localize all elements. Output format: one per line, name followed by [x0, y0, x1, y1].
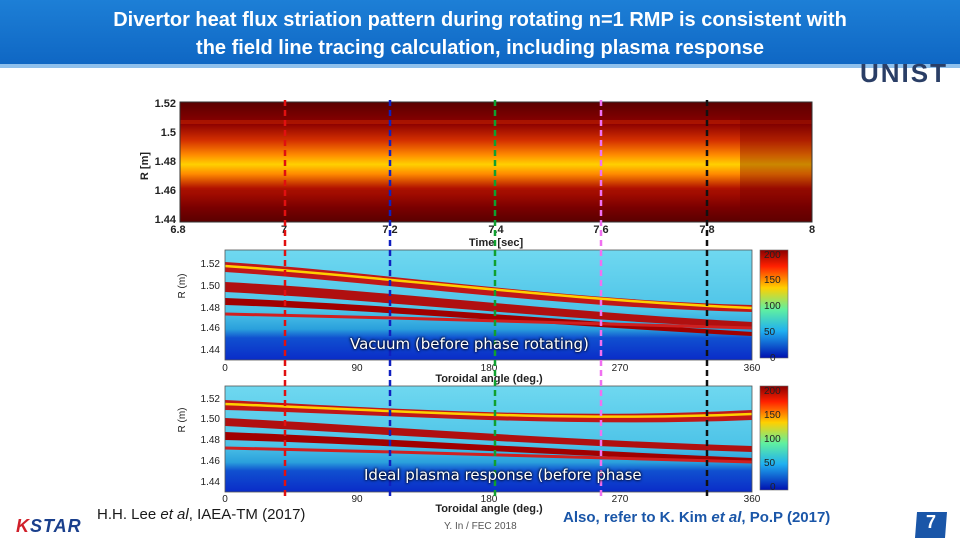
top-ytick: 1.46	[155, 185, 176, 197]
top-xtick: 8	[809, 224, 815, 236]
middle-ylabel: R (m)	[177, 274, 188, 299]
presenter-credit: Y. In / FEC 2018	[444, 521, 517, 532]
top-ytick: 1.44	[155, 214, 177, 226]
page-number: 7	[925, 512, 936, 532]
unist-logo: UNIST	[860, 58, 948, 88]
bottom-cbar-tick: 150	[764, 410, 781, 421]
bottom-xtick: 360	[744, 494, 761, 505]
bottom-xtick: 180	[481, 494, 498, 505]
top-xtick: 6.8	[170, 224, 185, 236]
bottom-ytick: 1.52	[201, 394, 221, 405]
bottom-colorbar	[760, 386, 788, 490]
middle-cbar-tick: 100	[764, 301, 781, 312]
reference-left: H.H. Lee et al, IAEA-TM (2017)	[97, 506, 306, 523]
middle-ytick: 1.50	[201, 281, 221, 292]
top-xtick: 7.4	[488, 224, 504, 236]
bottom-cbar-tick: 50	[764, 458, 776, 469]
page-number-badge	[915, 512, 947, 538]
top-ytick: 1.48	[155, 156, 176, 168]
title-line-1: Divertor heat flux striation pattern dur…	[113, 9, 847, 31]
middle-cbar-tick: 200	[764, 250, 781, 261]
plasma-response-caption: Ideal plasma response (before phase	[364, 466, 642, 484]
middle-ytick: 1.46	[201, 323, 221, 334]
top-ytick: 1.5	[161, 127, 176, 139]
bottom-xtick: 270	[612, 494, 629, 505]
vacuum-caption: Vacuum (before phase rotating)	[350, 335, 589, 353]
bottom-ylabel: R (m)	[177, 408, 188, 433]
header-divider	[0, 64, 960, 68]
bottom-cbar-tick: 100	[764, 434, 781, 445]
top-ytick: 1.52	[155, 98, 176, 110]
middle-cbar-tick: 50	[764, 327, 776, 338]
middle-xtick: 270	[612, 363, 629, 374]
middle-xtick: 90	[351, 363, 363, 374]
bottom-cbar-tick: 0	[770, 482, 776, 493]
bottom-ytick: 1.44	[201, 477, 221, 488]
bottom-ytick: 1.46	[201, 456, 221, 467]
top-ylabel: R [m]	[139, 152, 151, 180]
kstar-logo: KSTAR	[16, 516, 82, 536]
middle-colorbar	[760, 250, 788, 358]
bottom-ytick: 1.50	[201, 414, 221, 425]
slide-title: Divertor heat flux striation pattern dur…	[20, 6, 940, 62]
bottom-xtick: 0	[222, 494, 228, 505]
middle-xtick: 180	[481, 363, 498, 374]
title-line-2: the field line tracing calculation, incl…	[196, 37, 764, 59]
middle-ytick: 1.52	[201, 259, 221, 270]
middle-xtick: 0	[222, 363, 228, 374]
middle-cbar-tick: 0	[770, 353, 776, 364]
bottom-xlabel: Toroidal angle (deg.)	[435, 503, 543, 515]
header-bar	[0, 0, 960, 64]
bottom-ytick: 1.48	[201, 435, 221, 446]
middle-ytick: 1.48	[201, 303, 221, 314]
bottom-cbar-tick: 200	[764, 386, 781, 397]
middle-ytick: 1.44	[201, 345, 221, 356]
unist-logo-text: UNIST	[860, 58, 948, 88]
middle-xlabel: Toroidal angle (deg.)	[435, 373, 543, 385]
middle-xtick: 360	[744, 363, 761, 374]
bottom-xtick: 90	[351, 494, 363, 505]
reference-right: Also, refer to K. Kim et al, Po.P (2017)	[563, 509, 831, 526]
middle-cbar-tick: 150	[764, 275, 781, 286]
